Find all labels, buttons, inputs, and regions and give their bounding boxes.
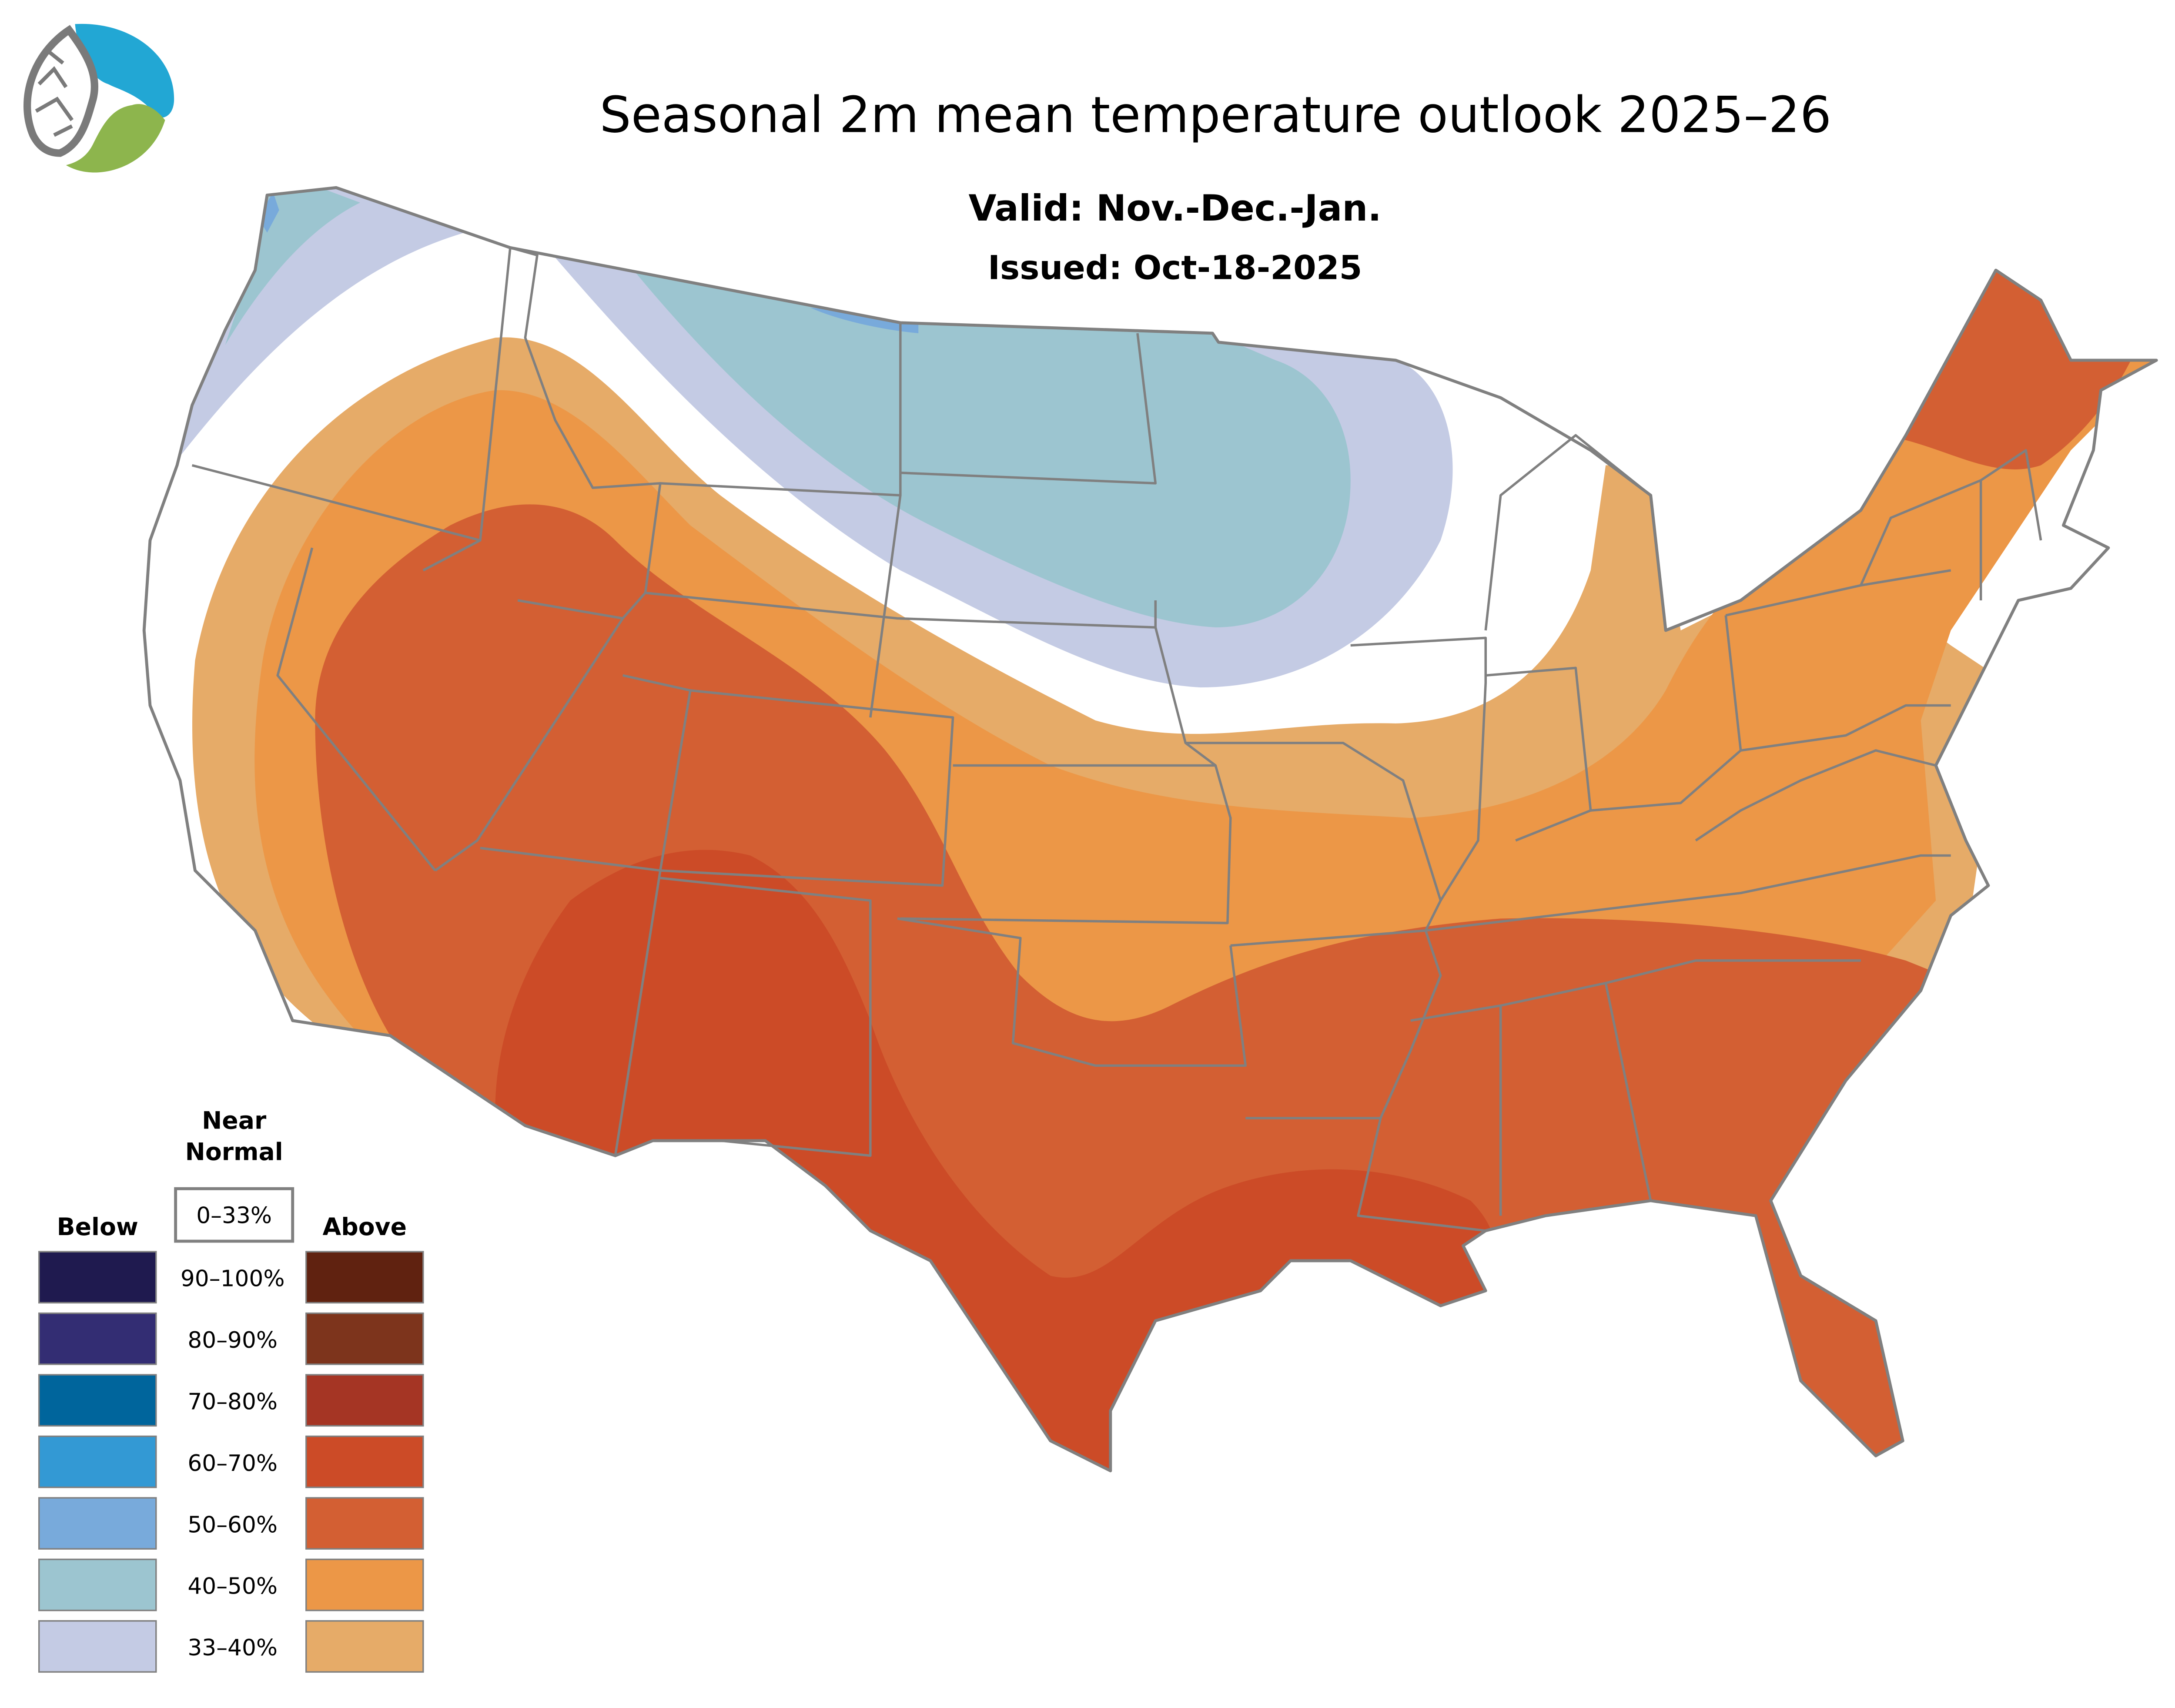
organization-logo-icon bbox=[23, 23, 174, 173]
legend-range-label: 70–80% bbox=[187, 1389, 278, 1415]
logo-gray-segment bbox=[23, 25, 98, 157]
legend-range-label: 90–100% bbox=[181, 1266, 285, 1292]
legend-below-swatch bbox=[38, 1435, 157, 1488]
below-40-50-plains bbox=[615, 248, 1351, 628]
logo-blue-segment bbox=[75, 23, 174, 118]
legend-near-normal-line2: Normal bbox=[185, 1139, 283, 1166]
legend-below-swatch bbox=[38, 1251, 157, 1304]
legend-range-label: 40–50% bbox=[187, 1574, 278, 1600]
logo-green-segment bbox=[66, 104, 165, 173]
legend-range-label: 60–70% bbox=[187, 1450, 278, 1477]
legend-above-swatch bbox=[305, 1374, 424, 1427]
below-50-60-border bbox=[810, 308, 919, 333]
legend-below-swatch bbox=[38, 1312, 157, 1365]
legend-below-heading: Below bbox=[57, 1213, 138, 1241]
legend-near-normal-range: 0–33% bbox=[196, 1203, 272, 1229]
legend-rows: 90–100% 80–90% 70–80% 60–70% 50–60% 40–50% 33–… bbox=[38, 1251, 424, 1673]
map-title: Seasonal 2m mean temperature outlook 202… bbox=[599, 86, 1831, 144]
legend-below-swatch bbox=[38, 1558, 157, 1611]
legend-above-swatch bbox=[305, 1435, 424, 1488]
state-borders bbox=[191, 246, 2042, 1232]
legend-below-swatch bbox=[38, 1497, 157, 1550]
legend-above-swatch bbox=[305, 1312, 424, 1365]
issued-date: Issued: Oct-18-2025 bbox=[988, 249, 1362, 287]
legend-near-normal-box bbox=[174, 1187, 294, 1243]
legend-range-label: 80–90% bbox=[187, 1327, 278, 1353]
legend: Near Normal 0–33% Below Above 90–100% 80–… bbox=[38, 1107, 424, 1673]
legend-above-swatch bbox=[305, 1620, 424, 1673]
legend-below-swatch bbox=[38, 1620, 157, 1673]
valid-period: Valid: Nov.-Dec.-Jan. bbox=[969, 187, 1382, 229]
legend-near-normal-line1: Near bbox=[202, 1107, 267, 1135]
legend-above-swatch bbox=[305, 1558, 424, 1611]
above-50-60-maine bbox=[1898, 255, 2131, 469]
legend-range-label: 50–60% bbox=[187, 1512, 278, 1538]
legend-above-swatch bbox=[305, 1251, 424, 1304]
legend-above-swatch bbox=[305, 1497, 424, 1550]
legend-below-swatch bbox=[38, 1374, 157, 1427]
legend-above-heading: Above bbox=[323, 1213, 407, 1241]
legend-range-label: 33–40% bbox=[187, 1635, 278, 1661]
